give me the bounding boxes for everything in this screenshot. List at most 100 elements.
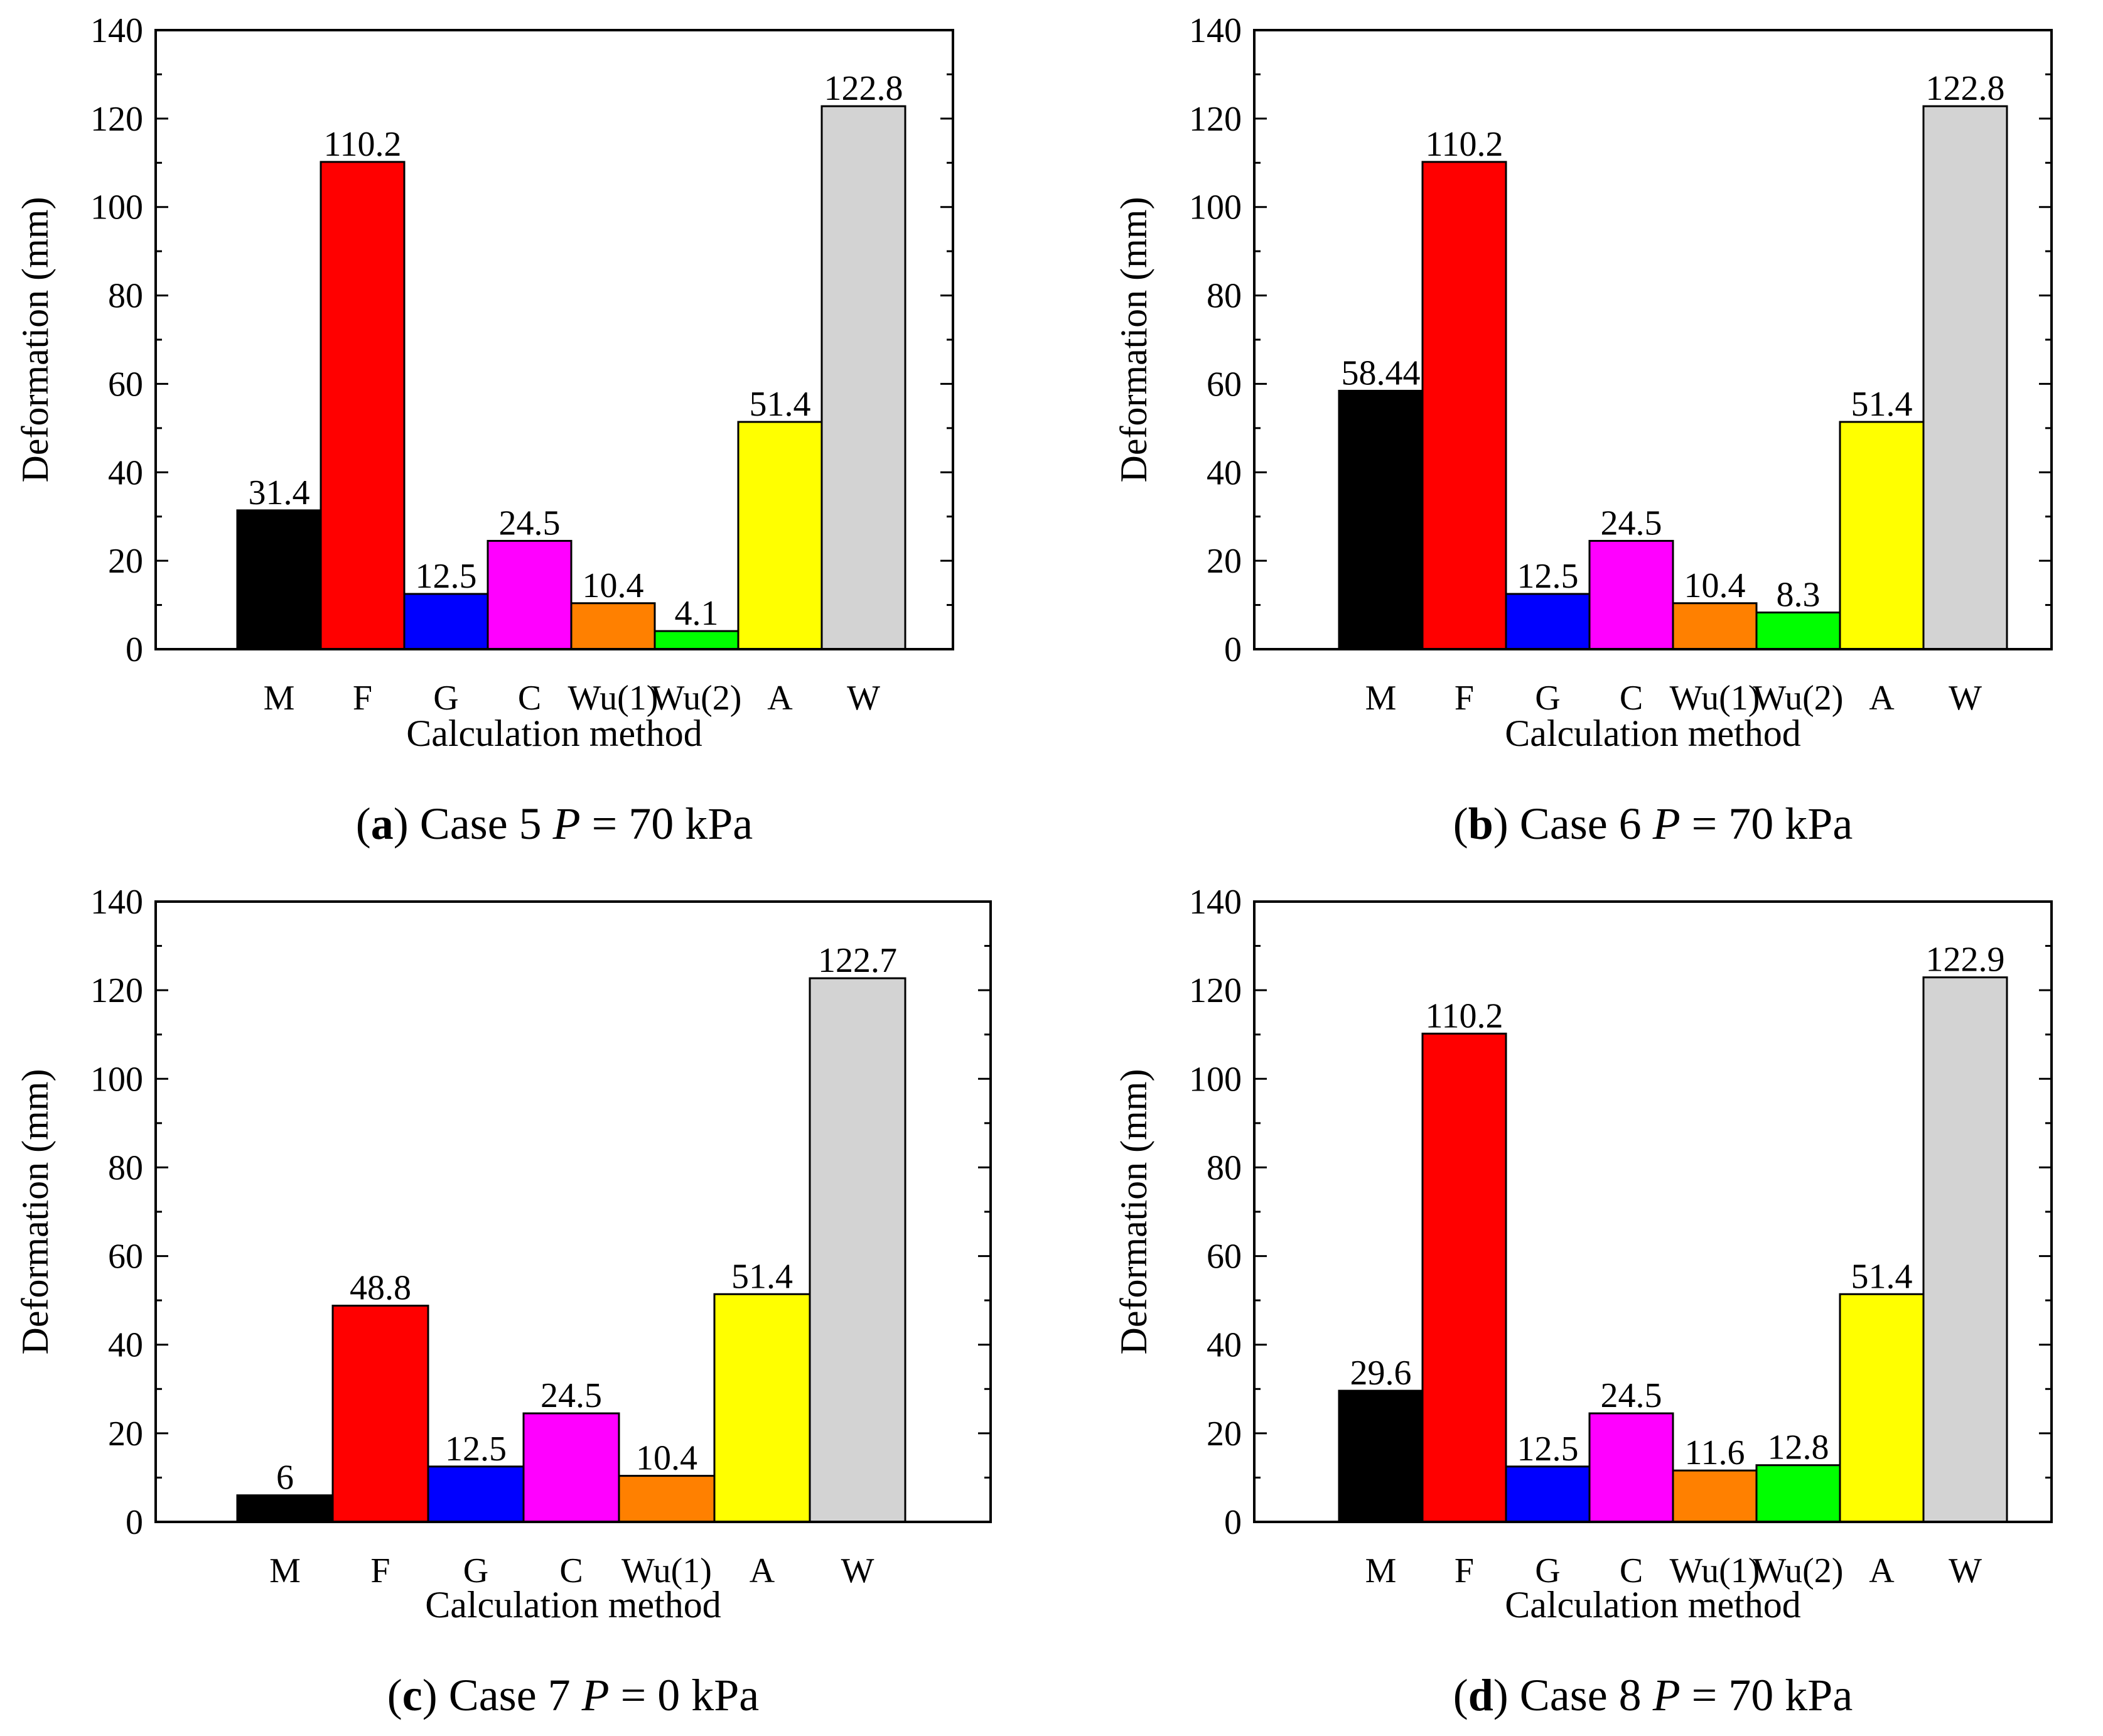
bar-wu1	[618, 1475, 716, 1523]
data-label: 51.4	[1851, 385, 1913, 424]
x-tick-label: G	[433, 679, 458, 718]
y-axis-title: Deformation (mm)	[14, 197, 56, 483]
caption-suffix: = 70 kPa	[581, 799, 753, 849]
x-tick-label: G	[1535, 679, 1560, 718]
x-tick-label: Wu(1)	[621, 1551, 712, 1590]
data-label: 4.1	[675, 594, 719, 633]
caption-letter: b	[1468, 799, 1493, 849]
bar-wu2	[1755, 1464, 1841, 1523]
data-label: 10.4	[1684, 566, 1746, 605]
bar-wu1	[1672, 602, 1758, 650]
panel-caption: (a) Case 5 P = 70 kPa	[356, 799, 753, 849]
bar-a	[713, 1293, 811, 1523]
bar-c	[1588, 539, 1674, 650]
bar-w	[1922, 976, 2008, 1523]
y-tick-label: 0	[126, 630, 143, 669]
bar-w	[1922, 105, 2008, 650]
data-label: 122.9	[1926, 941, 2005, 979]
y-tick-label: 40	[108, 453, 143, 492]
data-label: 12.5	[1517, 557, 1579, 596]
caption-letter: d	[1468, 1670, 1493, 1720]
y-tick-label: 20	[108, 1415, 143, 1453]
data-label: 10.4	[583, 566, 644, 605]
x-tick-label: M	[1365, 1551, 1397, 1590]
x-tick-label: A	[1869, 1551, 1895, 1590]
y-tick-label: 40	[1207, 453, 1242, 492]
data-label: 122.8	[824, 69, 903, 108]
data-label: 12.5	[1517, 1430, 1579, 1469]
x-tick-label: W	[1949, 679, 1982, 718]
data-label: 51.4	[731, 1257, 793, 1296]
data-label: 12.8	[1768, 1428, 1829, 1467]
caption-close-paren: )	[1493, 1670, 1509, 1720]
x-tick-label: A	[767, 679, 793, 718]
data-label: 10.4	[636, 1439, 697, 1478]
data-label: 6	[276, 1458, 294, 1497]
y-tick-label: 140	[90, 11, 143, 50]
x-tick-label: Wu(2)	[652, 679, 742, 718]
y-tick-label: 120	[1189, 971, 1242, 1010]
data-label: 8.3	[1777, 576, 1821, 615]
x-tick-label: F	[353, 679, 372, 718]
caption-open-paren: (	[1453, 799, 1468, 849]
x-tick-label: Wu(1)	[568, 679, 659, 718]
data-label: 58.44	[1342, 353, 1421, 392]
x-tick-label: Wu(1)	[1670, 679, 1760, 718]
bar-m	[236, 1494, 334, 1523]
y-tick-label: 140	[1189, 883, 1242, 922]
y-tick-label: 100	[1189, 1060, 1242, 1099]
data-label: 51.4	[1851, 1257, 1913, 1296]
caption-close-paren: )	[394, 799, 409, 849]
data-label: 24.5	[1601, 1376, 1662, 1415]
bar-m	[1338, 389, 1424, 650]
chart-panel-b: 58.44 M 110.2 F 12.5 G 24.5 C 10.4 Wu(1) 8.3 Wu(2) 5…	[1113, 11, 2053, 849]
y-tick-label: 20	[1207, 542, 1242, 581]
x-tick-label: Wu(2)	[1753, 1551, 1844, 1590]
y-tick-label: 80	[108, 277, 143, 316]
caption-open-paren: (	[1453, 1670, 1468, 1720]
x-tick-label: G	[463, 1551, 488, 1590]
y-tick-label: 120	[90, 100, 143, 139]
y-axis-title: Deformation (mm)	[1113, 1069, 1154, 1355]
data-label: 24.5	[1601, 504, 1662, 542]
bar-wu1	[1672, 1469, 1758, 1523]
data-label: 24.5	[499, 504, 561, 542]
y-tick-label: 140	[90, 883, 143, 922]
caption-close-paren: )	[422, 1670, 438, 1720]
y-tick-label: 0	[1224, 630, 1242, 669]
panel-caption: (c) Case 7 P = 0 kPa	[387, 1670, 760, 1720]
y-tick-label: 100	[1189, 188, 1242, 227]
chart-panel-c: 6 M 48.8 F 12.5 G 24.5 C 10.4 Wu(1) 51.4 A 122.7 W 0 20…	[14, 883, 992, 1720]
x-tick-label: W	[1949, 1551, 1982, 1590]
data-label: 24.5	[541, 1376, 602, 1415]
y-tick-label: 80	[1207, 1148, 1242, 1187]
y-tick-label: 40	[1207, 1326, 1242, 1365]
data-label: 31.4	[249, 473, 310, 512]
bar-a	[1839, 421, 1925, 650]
x-tick-label: A	[1869, 679, 1895, 718]
bar-w	[809, 977, 906, 1523]
x-tick-label: F	[1455, 1551, 1474, 1590]
data-label: 110.2	[1426, 125, 1503, 164]
x-tick-label: Wu(1)	[1670, 1551, 1760, 1590]
x-axis-title: Calculation method	[1505, 713, 1801, 754]
caption-p-symbol: P	[581, 1670, 610, 1720]
bar-m	[236, 509, 322, 650]
y-tick-label: 60	[108, 365, 143, 404]
bar-wu1	[570, 602, 656, 650]
y-tick-label: 20	[1207, 1415, 1242, 1453]
x-tick-label: C	[1620, 679, 1643, 718]
caption-prefix: Case 5	[409, 799, 553, 849]
bar-wu2	[1755, 612, 1841, 650]
data-label: 122.8	[1926, 69, 2005, 108]
bar-a	[737, 421, 823, 650]
bar-g	[1505, 593, 1591, 650]
x-axis-title: Calculation method	[406, 713, 702, 754]
bar-c	[522, 1412, 620, 1523]
y-tick-label: 0	[126, 1503, 143, 1542]
x-tick-label: C	[518, 679, 541, 718]
data-label: 48.8	[350, 1269, 411, 1308]
data-label: 29.6	[1350, 1354, 1412, 1393]
bar-wu2	[653, 630, 740, 650]
